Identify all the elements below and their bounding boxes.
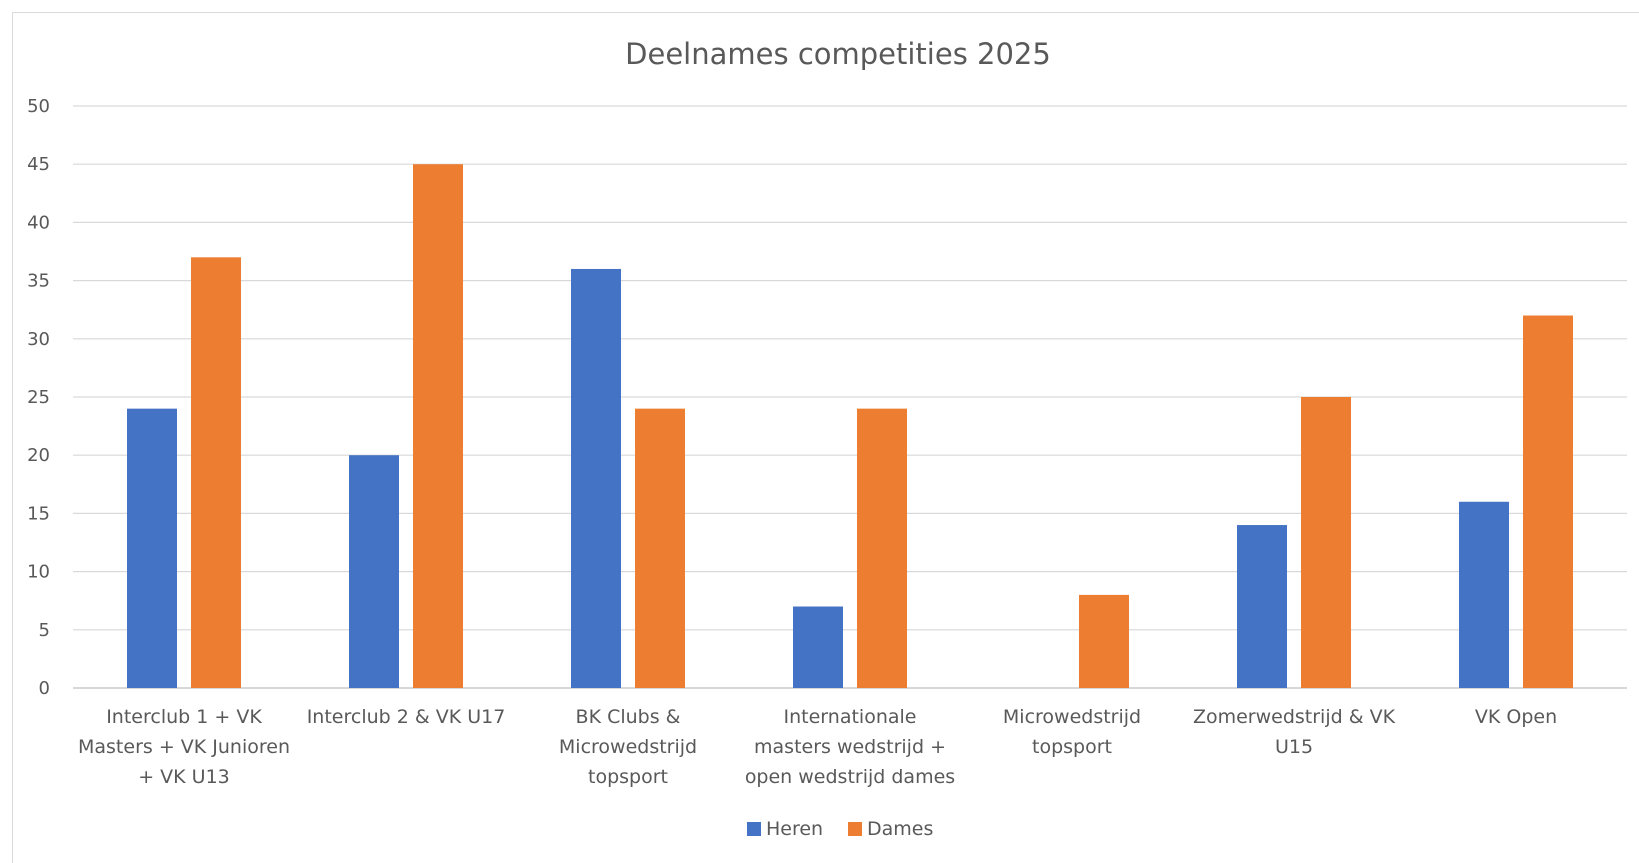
bars bbox=[127, 164, 1573, 688]
bar-heren-6 bbox=[1237, 525, 1287, 688]
x-category-label: masters wedstrijd + bbox=[754, 736, 946, 758]
bar-dames-3 bbox=[635, 408, 685, 688]
bar-heren-1 bbox=[127, 408, 177, 688]
legend-swatch-dames bbox=[848, 822, 862, 836]
bar-dames-7 bbox=[1523, 315, 1573, 688]
gridlines bbox=[73, 105, 1627, 689]
x-category-label: Microwedstrijd bbox=[559, 736, 697, 758]
y-tick-label: 40 bbox=[27, 212, 50, 233]
legend-label-heren: Heren bbox=[766, 818, 823, 840]
x-category-label: BK Clubs & bbox=[576, 706, 681, 728]
x-axis-labels: Interclub 1 + VK Masters + VK Junioren + V… bbox=[78, 706, 1557, 788]
x-category-label: open wedstrijd dames bbox=[745, 766, 955, 788]
x-category-label: topsport bbox=[1032, 736, 1112, 758]
bar-dames-6 bbox=[1301, 397, 1351, 688]
y-tick-label: 5 bbox=[39, 620, 50, 641]
y-tick-label: 10 bbox=[27, 562, 50, 583]
bar-heren-2 bbox=[349, 455, 399, 688]
x-category-label: + VK U13 bbox=[138, 766, 230, 788]
y-tick-label: 50 bbox=[27, 96, 50, 117]
bar-dames-4 bbox=[857, 408, 907, 688]
x-category-label: Interclub 1 + VK bbox=[106, 706, 262, 728]
bar-dames-5 bbox=[1079, 594, 1129, 688]
x-category-label: Zomerwedstrijd & VK bbox=[1193, 706, 1396, 728]
x-category-label: U15 bbox=[1275, 736, 1313, 758]
legend: Heren Dames bbox=[747, 818, 933, 840]
y-tick-label: 0 bbox=[39, 678, 50, 699]
bar-dames-1 bbox=[191, 257, 241, 688]
legend-label-dames: Dames bbox=[867, 818, 933, 840]
y-tick-label: 45 bbox=[27, 154, 50, 175]
y-tick-label: 35 bbox=[27, 271, 50, 292]
x-category-label: Masters + VK Junioren bbox=[78, 736, 290, 758]
chart-frame bbox=[12, 12, 1639, 863]
y-tick-label: 15 bbox=[27, 503, 50, 524]
y-tick-label: 30 bbox=[27, 329, 50, 350]
x-category-label: Internationale bbox=[784, 706, 917, 728]
y-axis-ticks: 0 5 10 15 20 25 30 35 40 45 50 bbox=[27, 96, 50, 699]
x-category-label: Microwedstrijd bbox=[1003, 706, 1141, 728]
x-category-label: VK Open bbox=[1475, 706, 1557, 728]
bar-heren-7 bbox=[1459, 501, 1509, 688]
x-category-label: topsport bbox=[588, 766, 668, 788]
bar-heren-3 bbox=[571, 268, 621, 688]
y-tick-label: 25 bbox=[27, 387, 50, 408]
y-tick-label: 20 bbox=[27, 445, 50, 466]
legend-swatch-heren bbox=[747, 822, 761, 836]
chart-title: Deelnames competities 2025 bbox=[625, 37, 1051, 71]
x-category-label: Interclub 2 & VK U17 bbox=[307, 706, 506, 728]
bar-heren-4 bbox=[793, 606, 843, 688]
bar-dames-2 bbox=[413, 164, 463, 688]
